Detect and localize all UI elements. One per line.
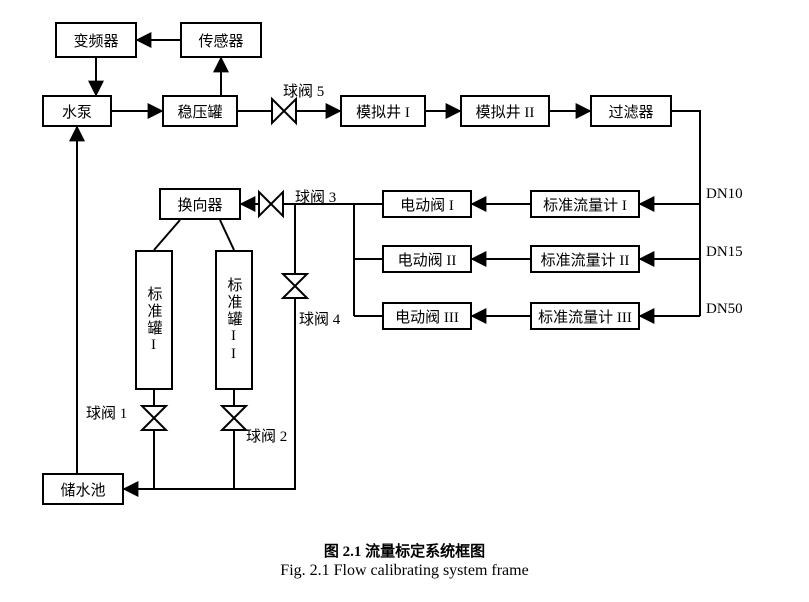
dn-label-15: DN15 [706,244,743,261]
node-flow-meter-3: 标准流量计 III [530,302,640,330]
node-elec-valve-1: 电动阀 I [382,190,472,218]
valve-label-1: 球阀 1 [86,402,127,423]
caption-cn: 图 2.1 流量标定系统框图 [0,540,809,561]
valve-label-4: 球阀 4 [299,308,340,329]
connector-layer [0,0,809,602]
node-inverter: 变频器 [55,22,137,58]
diagram-canvas: 变频器 传感器 水泵 稳压罐 模拟井 I 模拟井 II 过滤器 换向器 标准罐I… [0,0,809,602]
node-sensor: 传感器 [180,22,262,58]
valve-label-5: 球阀 5 [283,80,324,101]
dn-label-10: DN10 [706,186,743,203]
node-tank-1: 标准罐I [135,250,173,390]
node-flow-meter-2: 标准流量计 II [530,245,640,273]
node-elec-valve-3: 电动阀 III [382,302,472,330]
node-flow-meter-1: 标准流量计 I [530,190,640,218]
node-commutator: 换向器 [159,188,241,220]
caption-en: Fig. 2.1 Flow calibrating system frame [0,562,809,580]
node-stab-tank: 稳压罐 [162,95,238,127]
node-reservoir: 储水池 [42,473,124,505]
valve-label-2: 球阀 2 [246,425,287,446]
node-sim-well-1: 模拟井 I [340,95,426,127]
valve-label-3: 球阀 3 [295,186,336,207]
node-filter: 过滤器 [590,95,672,127]
node-sim-well-2: 模拟井 II [460,95,550,127]
dn-label-50: DN50 [706,301,743,318]
node-tank-2: 标准罐II [215,250,253,390]
node-pump: 水泵 [42,95,112,127]
node-elec-valve-2: 电动阀 II [382,245,472,273]
